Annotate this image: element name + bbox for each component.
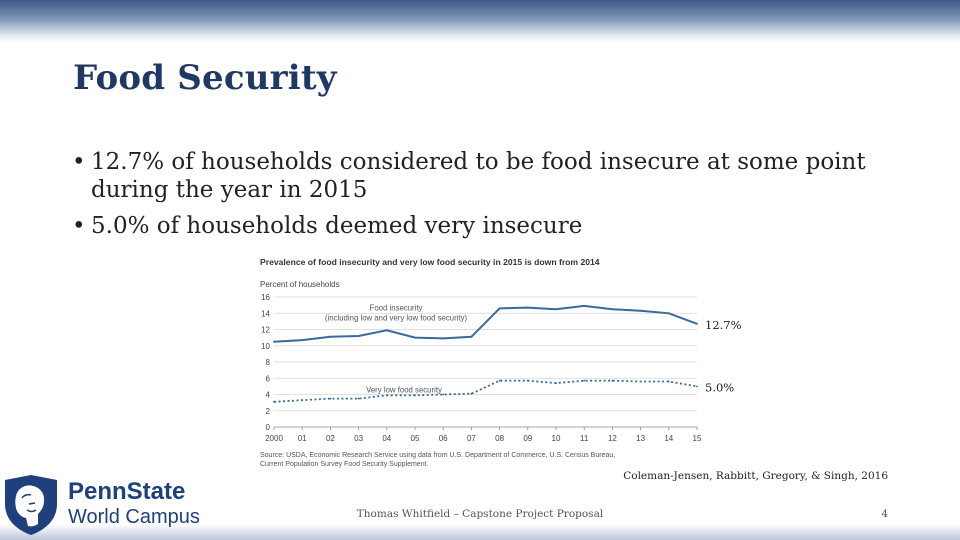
data-point [583,379,586,382]
x-tick-label: 15 [693,434,702,443]
x-tick-label: 04 [382,434,391,443]
bullet-text: 12.7% of households considered to be foo… [91,149,866,203]
x-tick-label: 07 [467,434,476,443]
x-tick-label: 11 [580,434,589,443]
data-point [696,385,698,388]
x-tick-label: 03 [354,434,363,443]
food-insecurity-line [273,304,698,343]
x-tick-label: 09 [523,434,532,443]
bullet-item: • 5.0% of households deemed very insecure [72,212,912,240]
x-tick-label: 13 [636,434,645,443]
data-point [667,312,670,315]
y-tick-label: 14 [261,309,270,318]
data-point [639,380,642,383]
y-tick-label: 12 [261,326,270,335]
pennstate-logo: PennState World Campus [2,474,202,538]
footer-text: Thomas Whitfield – Capstone Project Prop… [356,508,604,520]
y-tick-label: 10 [261,342,270,351]
data-point [357,397,360,400]
data-point [526,306,529,309]
x-tick-label: 01 [298,434,307,443]
data-point [639,309,642,312]
logo-text-pennstate: PennState [68,478,186,505]
y-tick-label: 4 [266,391,271,400]
bottom-banner [0,524,960,540]
data-point [414,336,416,339]
slide-title: Food Security [73,58,337,98]
y-tick-label: 16 [261,293,270,302]
data-point [273,400,275,403]
data-point [329,335,332,338]
data-point [611,308,614,311]
data-point [555,382,557,385]
data-point [470,335,473,338]
chart-source-note: Current Population Survey Food Security … [260,461,429,468]
x-tick-label: 05 [411,434,420,443]
data-point [357,335,360,337]
data-point [442,393,445,396]
data-point [273,340,275,343]
logo-text-world-campus: World Campus [68,506,200,528]
x-tick-label: 02 [326,434,335,443]
data-point [696,322,698,325]
data-point [414,394,416,397]
y-tick-label: 0 [266,423,271,432]
x-tick-label: 2000 [265,434,283,443]
chart-title: Prevalence of food insecurity and very l… [260,257,600,267]
series-label: Food insecurity [370,304,423,313]
chart-source-note: Source: USDA, Economic Research Service … [260,452,615,459]
data-point [555,308,557,311]
bullet-marker: • [72,213,86,239]
very-low-food-security-line [273,379,698,403]
top-banner [0,0,960,42]
series-label: (including low and very low food securit… [325,314,468,323]
series-label: Very low food security [366,386,442,395]
data-point [385,394,388,397]
food-security-chart: Prevalence of food insecurity and very l… [260,257,742,468]
y-tick-label: 8 [266,358,271,367]
series-end-label: 5.0% [705,380,734,394]
nittany-lion-shield-icon [5,475,57,535]
y-tick-label: 6 [266,374,271,383]
series-end-label: 12.7% [705,318,742,332]
data-point [301,399,304,402]
bullet-list: • 12.7% of households considered to be fo… [72,148,912,248]
data-point [301,339,304,341]
data-point [442,337,445,340]
x-tick-label: 14 [664,434,673,443]
x-tick-label: 06 [439,434,448,443]
y-tick-label: 2 [266,407,271,416]
data-point [526,379,529,382]
data-point [385,329,388,332]
data-point [583,305,586,307]
x-tick-label: 10 [552,434,561,443]
x-tick-label: 08 [495,434,504,443]
bullet-text: 5.0% of households deemed very insecure [91,213,583,239]
citation: Coleman-Jensen, Rabbitt, Gregory, & Sing… [623,470,888,482]
data-point [611,379,614,382]
data-point [470,392,473,395]
data-point [667,380,670,383]
data-point [498,379,501,382]
bullet-item: • 12.7% of households considered to be fo… [72,148,912,204]
data-point [329,397,332,400]
y-axis-label: Percent of households [260,280,340,289]
bullet-marker: • [72,149,86,175]
page-number: 4 [881,508,888,520]
data-point [498,307,501,310]
x-tick-label: 12 [608,434,617,443]
